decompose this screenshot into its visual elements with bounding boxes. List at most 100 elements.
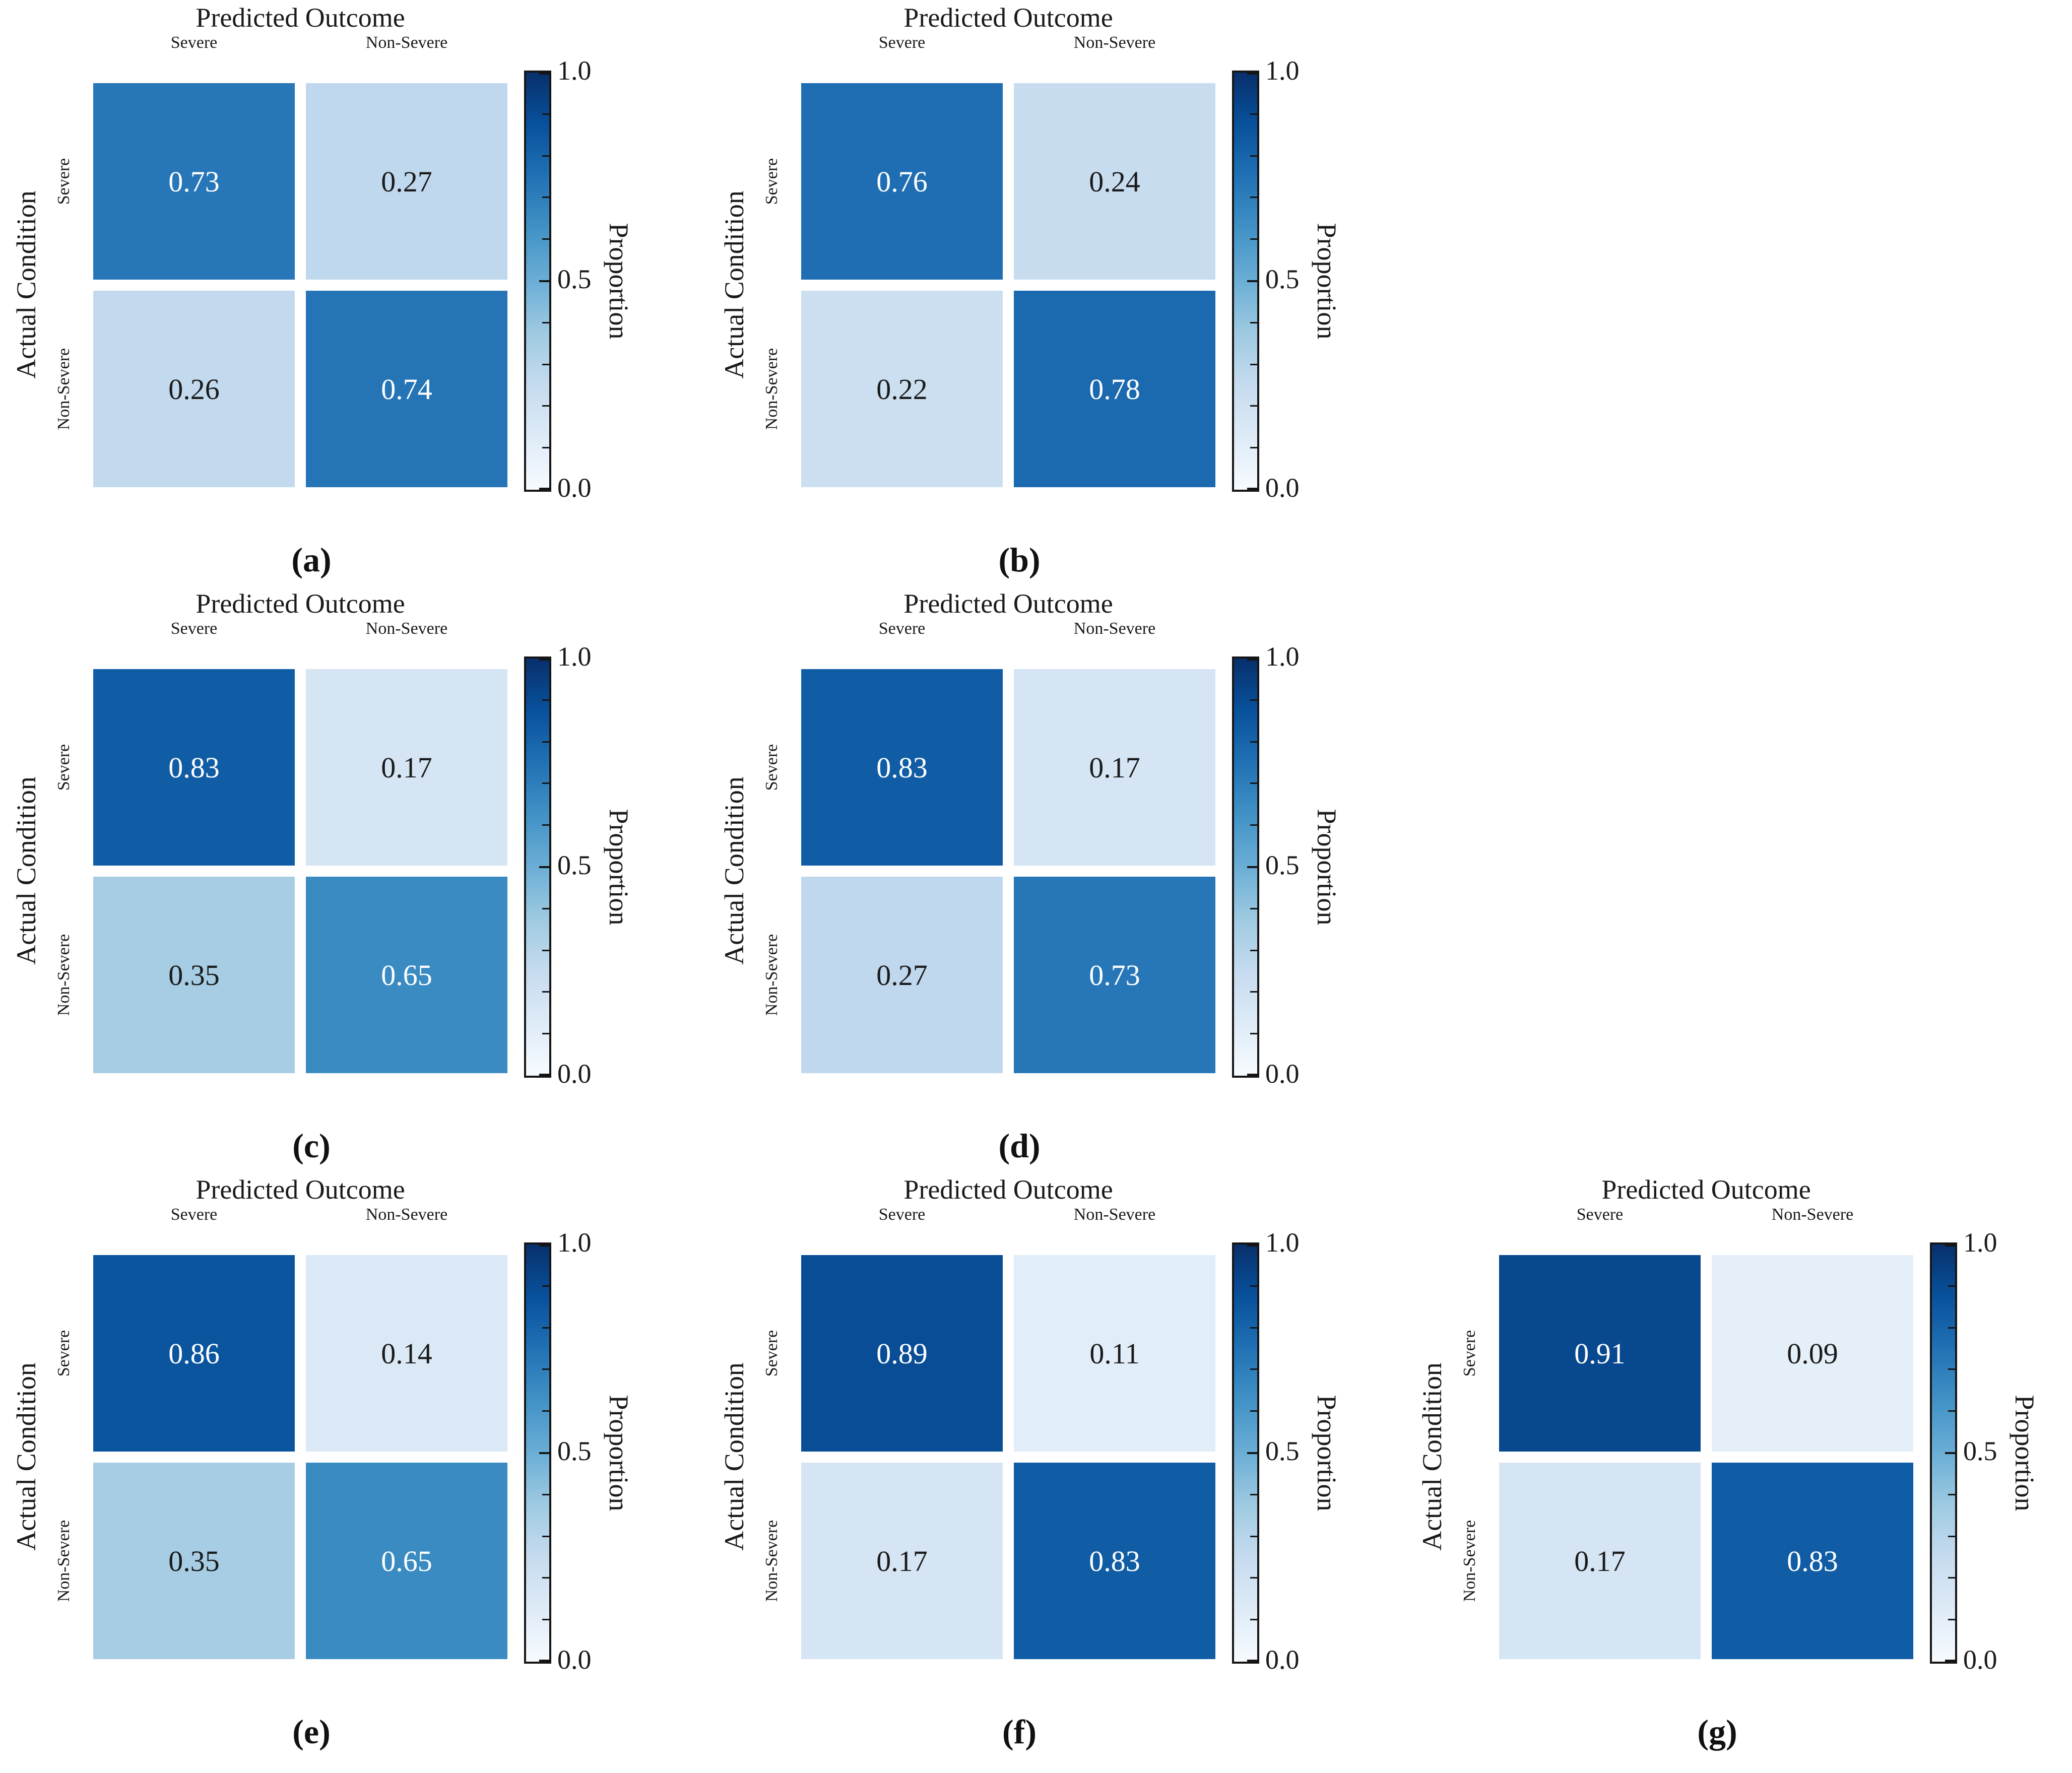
colorbar-tick-label-0.5: 0.5 [1265,264,1300,294]
colorbar-tick [542,238,549,240]
colorbar-tick [1250,405,1257,407]
colorbar-tick [539,866,549,868]
panel-caption: (b) [998,541,1041,579]
row-label-severe: Severe [762,158,781,205]
y-axis-title: Actual Condition [11,1362,41,1551]
colorbar-tick [539,488,549,490]
column-label-severe: Severe [878,619,926,638]
colorbar-tick [1250,1619,1257,1621]
y-axis-title: Actual Condition [719,776,749,965]
colorbar-tick [1250,991,1257,993]
colorbar-tick [1250,907,1257,909]
colorbar-tick-label-0.5: 0.5 [557,264,592,294]
panel-caption: (c) [292,1127,331,1165]
x-axis-title: Predicted Outcome [1601,1174,1811,1205]
colorbar-tick [1247,1244,1257,1246]
cell-value: 0.89 [876,1337,928,1370]
colorbar-title: Proportion [2010,1395,2040,1512]
colorbar-tick-label-1.0: 1.0 [1963,1227,1997,1258]
colorbar-tick [1250,113,1257,115]
cell-value: 0.91 [1574,1337,1626,1370]
colorbar-tick [1250,741,1257,743]
colorbar-tick [542,405,549,407]
colorbar-tick [1250,196,1257,199]
colorbar-tick [542,1535,549,1537]
colorbar-tick [1250,238,1257,240]
colorbar-tick [542,196,549,199]
cell-actual-non-severe-pred-severe: 0.17 [1499,1463,1701,1659]
cell-actual-non-severe-pred-non-severe: 0.65 [306,1463,507,1659]
row-label-non-severe: Non-Severe [762,934,781,1016]
colorbar-tick [1250,1493,1257,1495]
column-label-non-severe: Non-Severe [1073,619,1156,638]
colorbar-tick [1250,824,1257,826]
colorbar-tick [542,824,549,826]
panel-caption: (e) [292,1713,331,1751]
cell-value: 0.83 [876,751,928,784]
x-axis-title: Predicted Outcome [903,3,1113,33]
colorbar-tick [542,949,549,951]
colorbar-tick [1247,280,1257,282]
cell-actual-severe-pred-non-severe: 0.09 [1712,1255,1913,1452]
cell-value: 0.27 [381,165,432,198]
colorbar-title: Proportion [1312,223,1342,340]
colorbar-tick [1250,363,1257,365]
cell-actual-non-severe-pred-non-severe: 0.65 [306,877,507,1073]
colorbar-tick [542,113,549,115]
cell-value: 0.24 [1089,165,1140,198]
colorbar-tick [1948,1535,1955,1537]
colorbar-tick [1945,1660,1955,1662]
cell-actual-non-severe-pred-non-severe: 0.73 [1014,877,1215,1073]
cell-value: 0.83 [168,751,220,784]
colorbar-tick [542,1368,549,1370]
cell-actual-severe-pred-severe: 0.83 [801,669,1003,866]
colorbar [524,71,551,492]
cell-actual-severe-pred-severe: 0.83 [93,669,295,866]
colorbar-tick-label-1.0: 1.0 [1265,641,1300,672]
colorbar-tick-label-0.0: 0.0 [1963,1645,1997,1675]
colorbar-tick [542,321,549,323]
colorbar-tick [542,363,549,365]
cell-value: 0.17 [1089,751,1140,784]
colorbar [1232,1242,1259,1664]
panel-caption: (a) [291,541,332,579]
colorbar-tick [539,659,549,661]
colorbar-tick [1250,1327,1257,1329]
cell-actual-non-severe-pred-severe: 0.27 [801,877,1003,1073]
colorbar-tick [1250,949,1257,951]
colorbar-tick-label-1.0: 1.0 [557,1227,592,1258]
colorbar-tick [1247,73,1257,75]
colorbar-tick [542,699,549,701]
colorbar-tick-label-0.5: 0.5 [1265,850,1300,880]
y-axis-title: Actual Condition [719,190,749,379]
cell-actual-severe-pred-non-severe: 0.24 [1014,83,1215,280]
column-label-non-severe: Non-Severe [365,33,448,52]
row-label-severe: Severe [54,158,73,205]
y-axis-title: Actual Condition [1417,1362,1447,1551]
colorbar-tick-label-0.5: 0.5 [557,1436,592,1466]
colorbar-tick [1948,1327,1955,1329]
cell-value: 0.11 [1089,1337,1140,1370]
colorbar-tick [539,1452,549,1454]
cell-value: 0.35 [168,958,220,992]
colorbar-tick [1250,447,1257,449]
cell-value: 0.86 [168,1337,220,1370]
column-label-non-severe: Non-Severe [365,1205,448,1224]
cell-value: 0.76 [876,165,928,198]
row-label-severe: Severe [54,744,73,791]
colorbar [524,1242,551,1664]
colorbar-tick-label-0.0: 0.0 [1265,1059,1300,1089]
colorbar-tick [542,1410,549,1412]
cell-value: 0.14 [381,1337,432,1370]
cell-value: 0.74 [381,372,432,406]
cell-actual-non-severe-pred-severe: 0.35 [93,877,295,1073]
colorbar [1232,71,1259,492]
colorbar-tick-label-1.0: 1.0 [1265,55,1300,86]
cell-value: 0.17 [381,751,432,784]
row-label-non-severe: Non-Severe [54,934,73,1016]
x-axis-title: Predicted Outcome [196,3,405,33]
colorbar-tick [1948,1493,1955,1495]
colorbar [1930,1242,1957,1664]
colorbar-tick [539,1660,549,1662]
colorbar-tick [542,782,549,784]
